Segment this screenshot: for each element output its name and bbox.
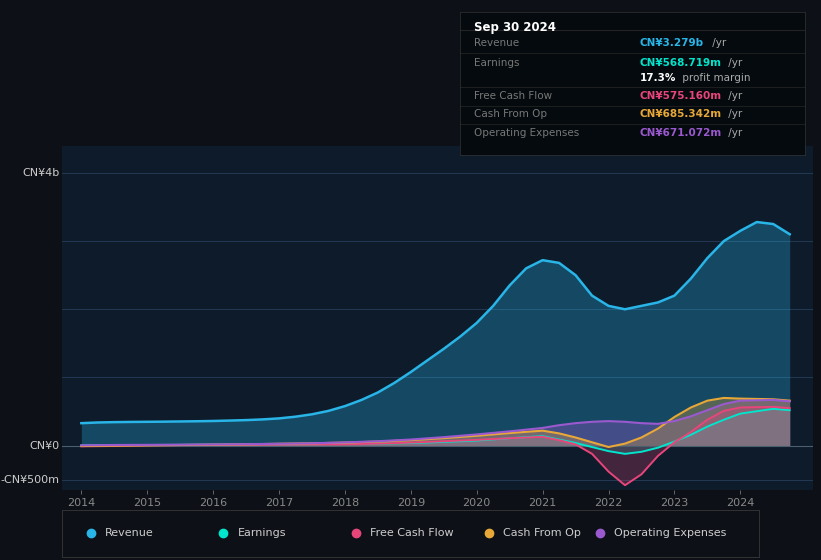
Text: Revenue: Revenue [105,529,154,538]
Text: CN¥4b: CN¥4b [22,168,59,178]
Text: /yr: /yr [709,38,727,48]
Text: Cash From Op: Cash From Op [502,529,580,538]
Text: CN¥671.072m: CN¥671.072m [640,128,722,138]
Text: -CN¥500m: -CN¥500m [0,475,59,485]
Text: profit margin: profit margin [679,73,750,83]
Text: /yr: /yr [725,91,742,101]
Text: Operating Expenses: Operating Expenses [474,128,579,138]
Text: CN¥0: CN¥0 [30,441,59,451]
Text: Earnings: Earnings [237,529,286,538]
Text: Sep 30 2024: Sep 30 2024 [474,21,556,34]
Text: Revenue: Revenue [474,38,519,48]
Text: Free Cash Flow: Free Cash Flow [370,529,454,538]
Text: 17.3%: 17.3% [640,73,676,83]
Text: CN¥575.160m: CN¥575.160m [640,91,722,101]
Text: /yr: /yr [725,58,742,68]
Text: CN¥685.342m: CN¥685.342m [640,109,722,119]
Text: Earnings: Earnings [474,58,520,68]
Text: /yr: /yr [725,109,742,119]
Text: Free Cash Flow: Free Cash Flow [474,91,552,101]
Text: CN¥3.279b: CN¥3.279b [640,38,704,48]
Text: /yr: /yr [725,128,742,138]
Text: CN¥568.719m: CN¥568.719m [640,58,722,68]
Text: Operating Expenses: Operating Expenses [614,529,727,538]
Text: Cash From Op: Cash From Op [474,109,547,119]
